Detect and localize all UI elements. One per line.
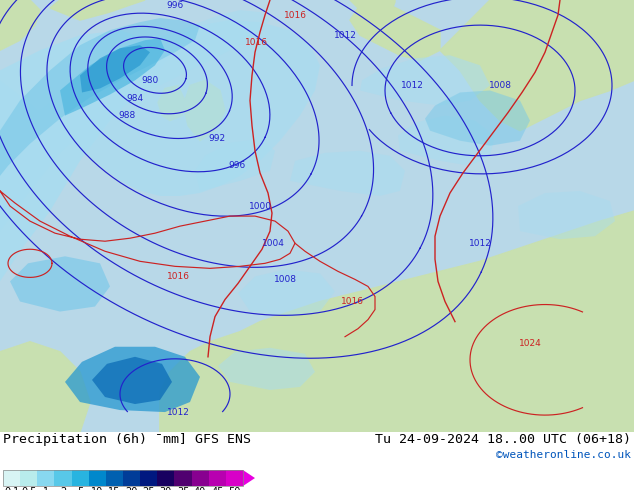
Text: 992: 992 <box>209 134 226 143</box>
Bar <box>226 470 243 486</box>
Polygon shape <box>450 292 490 332</box>
Bar <box>55 470 72 486</box>
Text: Precipitation (6h) ¯mm] GFS ENS: Precipitation (6h) ¯mm] GFS ENS <box>3 433 251 446</box>
Text: ©weatheronline.co.uk: ©weatheronline.co.uk <box>496 450 631 460</box>
Bar <box>20 470 37 486</box>
Bar <box>89 470 106 486</box>
Polygon shape <box>195 139 275 191</box>
Text: 984: 984 <box>126 94 143 103</box>
Polygon shape <box>80 45 150 93</box>
Text: 50: 50 <box>228 487 241 490</box>
Text: 1016: 1016 <box>245 38 268 47</box>
Text: 1012: 1012 <box>167 408 190 416</box>
Text: 25: 25 <box>143 487 155 490</box>
Text: 5: 5 <box>77 487 83 490</box>
Polygon shape <box>183 80 225 141</box>
Bar <box>37 470 55 486</box>
Text: 1016: 1016 <box>340 297 363 306</box>
Text: 1004: 1004 <box>262 239 285 248</box>
Text: 1012: 1012 <box>469 239 491 248</box>
Polygon shape <box>65 347 200 412</box>
Polygon shape <box>440 0 634 131</box>
Polygon shape <box>0 18 200 176</box>
Text: 0.5: 0.5 <box>21 487 36 490</box>
Polygon shape <box>518 191 615 239</box>
Text: 996: 996 <box>228 161 245 171</box>
Polygon shape <box>0 0 40 50</box>
Bar <box>72 470 89 486</box>
Text: 35: 35 <box>177 487 189 490</box>
Text: 1016: 1016 <box>167 272 190 281</box>
Text: 2: 2 <box>60 487 66 490</box>
Polygon shape <box>218 348 315 390</box>
Bar <box>140 470 157 486</box>
Polygon shape <box>350 0 395 25</box>
Polygon shape <box>360 55 490 105</box>
Text: 1: 1 <box>42 487 49 490</box>
Polygon shape <box>60 38 165 116</box>
Text: 1008: 1008 <box>273 275 297 284</box>
Text: 1012: 1012 <box>333 31 356 40</box>
Bar <box>3 470 243 486</box>
Polygon shape <box>160 342 300 432</box>
Polygon shape <box>350 0 440 60</box>
Polygon shape <box>570 0 634 40</box>
Text: 0.1: 0.1 <box>4 487 19 490</box>
Bar <box>191 470 209 486</box>
Polygon shape <box>0 20 320 231</box>
Text: 10: 10 <box>91 487 103 490</box>
Polygon shape <box>50 0 145 20</box>
Polygon shape <box>10 256 110 312</box>
Polygon shape <box>158 85 185 121</box>
Bar <box>157 470 174 486</box>
Text: 20: 20 <box>126 487 138 490</box>
Polygon shape <box>425 91 530 146</box>
Polygon shape <box>0 342 90 432</box>
Polygon shape <box>92 357 172 404</box>
Text: 980: 980 <box>141 76 158 85</box>
Bar <box>123 470 140 486</box>
Text: 1012: 1012 <box>401 81 424 90</box>
Text: 45: 45 <box>211 487 223 490</box>
Text: 40: 40 <box>194 487 206 490</box>
Polygon shape <box>0 10 270 206</box>
Text: 15: 15 <box>108 487 120 490</box>
Text: 1024: 1024 <box>519 339 541 348</box>
Text: 996: 996 <box>166 0 184 9</box>
Text: 988: 988 <box>119 111 136 120</box>
Polygon shape <box>398 116 495 166</box>
Bar <box>174 470 191 486</box>
Text: 1008: 1008 <box>489 81 512 90</box>
Polygon shape <box>290 151 405 196</box>
Text: 1016: 1016 <box>283 11 306 20</box>
Text: 1000: 1000 <box>249 201 271 211</box>
Bar <box>209 470 226 486</box>
Bar <box>106 470 123 486</box>
Text: 30: 30 <box>160 487 172 490</box>
Polygon shape <box>0 30 170 281</box>
Polygon shape <box>160 211 634 432</box>
Polygon shape <box>238 270 335 317</box>
Polygon shape <box>243 470 255 486</box>
Text: Tu 24-09-2024 18..00 UTC (06+18): Tu 24-09-2024 18..00 UTC (06+18) <box>375 433 631 446</box>
Bar <box>3 470 20 486</box>
